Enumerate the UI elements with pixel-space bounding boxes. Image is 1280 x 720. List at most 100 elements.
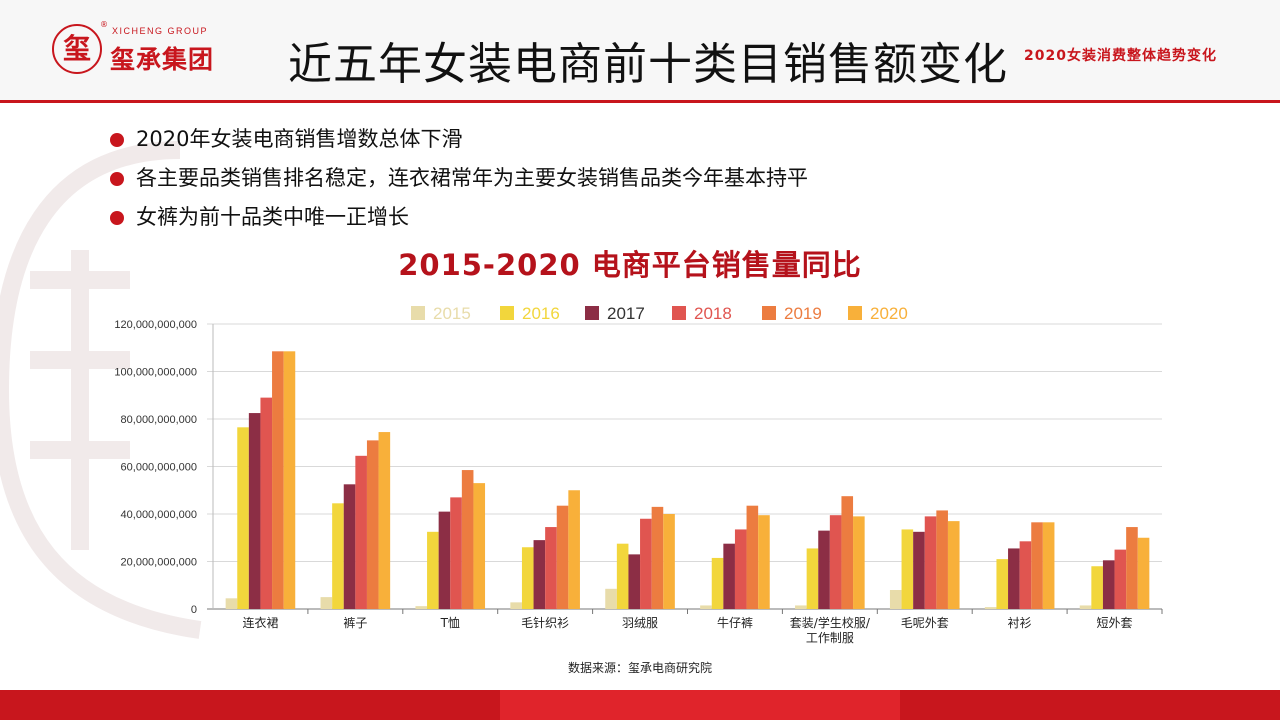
- y-tick-label: 0: [191, 604, 197, 616]
- bar-2018: [924, 516, 937, 609]
- bar-2016: [1091, 566, 1103, 609]
- y-tick-label: 40,000,000,000: [121, 509, 197, 521]
- bar-2018: [734, 529, 747, 609]
- bar-2019: [272, 351, 284, 609]
- bar-2019: [556, 505, 569, 609]
- y-tick-label: 100,000,000,000: [114, 367, 197, 379]
- legend-label: 2017: [607, 304, 645, 323]
- bar-2017: [723, 543, 735, 609]
- x-tick-label: 短外套: [1097, 616, 1133, 630]
- bar-2020: [853, 516, 865, 609]
- bar-2019: [746, 505, 759, 609]
- bar-2019: [461, 470, 474, 609]
- bar-2020: [568, 490, 580, 609]
- legend-swatch: [585, 306, 599, 320]
- bar-2015: [225, 598, 238, 609]
- bar-2018: [545, 527, 557, 609]
- legend-label: 2015: [433, 304, 471, 323]
- bullet-text: 各主要品类销售排名稳定，连衣裙常年为主要女装销售品类今年基本持平: [136, 166, 808, 190]
- bar-2019: [1031, 522, 1043, 609]
- x-tick-label: T恤: [440, 616, 460, 630]
- legend-label: 2018: [694, 304, 732, 323]
- bullet-dot-icon: [110, 211, 124, 225]
- bar-2017: [818, 530, 830, 609]
- bar-2020: [947, 521, 960, 609]
- header-divider: [0, 100, 1280, 103]
- bar-2015: [1079, 605, 1092, 609]
- x-tick-label: 裤子: [343, 616, 367, 630]
- header-bar: [0, 0, 1280, 100]
- bar-2015: [605, 588, 617, 609]
- legend-label: 2020: [870, 304, 908, 323]
- bar-2017: [343, 484, 356, 609]
- bar-2020: [378, 432, 391, 609]
- x-tick-label: 连衣裙: [242, 615, 278, 630]
- data-source-note: 数据来源：玺承电商研究院: [567, 661, 712, 675]
- bar-2018: [355, 455, 367, 609]
- bar-2020: [473, 483, 486, 609]
- bullet-dot-icon: [110, 133, 124, 147]
- bar-2017: [1008, 548, 1020, 609]
- bar-2020: [1137, 537, 1150, 609]
- bullet-item: 2020年女装电商销售增数总体下滑: [108, 122, 808, 161]
- y-tick-label: 120,000,000,000: [114, 319, 197, 331]
- logo-english-name: XICHENG GROUP: [112, 26, 209, 36]
- legend-label: 2016: [522, 304, 560, 323]
- bar-2018: [640, 518, 652, 609]
- bar-2020: [663, 514, 675, 609]
- company-logo[interactable]: 玺 ® XICHENG GROUP 玺承集团: [52, 20, 222, 82]
- y-tick-label: 20,000,000,000: [121, 557, 197, 569]
- bullet-item: 女裤为前十品类中唯一正增长: [108, 200, 808, 239]
- bar-2015: [795, 605, 807, 609]
- bar-2017: [533, 540, 546, 609]
- registered-mark: ®: [100, 20, 108, 29]
- legend-swatch: [411, 306, 425, 320]
- bar-2015: [889, 590, 902, 609]
- bar-2016: [237, 427, 249, 609]
- chart-title: 2015-2020 电商平台销售量同比: [398, 248, 862, 282]
- bar-2020: [758, 515, 770, 609]
- x-tick-label: 毛呢外套: [901, 616, 949, 630]
- bar-2016: [711, 557, 724, 609]
- bar-2017: [248, 413, 261, 609]
- bar-2016: [616, 543, 629, 609]
- x-tick-label: 衬衫: [1008, 616, 1032, 630]
- bar-2017: [913, 531, 925, 609]
- bar-2015: [320, 597, 333, 609]
- bullet-dot-icon: [110, 172, 124, 186]
- x-tick-label: 毛针织衫: [521, 615, 569, 630]
- bar-2020: [283, 351, 296, 609]
- x-tick-label: 套装/学生校服/: [790, 615, 871, 630]
- bar-2017: [628, 554, 641, 609]
- bar-chart: 0 20,000,000,000 40,000,000,000 60,000,000,…: [114, 304, 1163, 645]
- legend-swatch: [672, 306, 686, 320]
- bar-2018: [1019, 541, 1032, 609]
- bar-2017: [1102, 560, 1115, 609]
- x-tick-label: 工作制服: [806, 631, 854, 645]
- legend-swatch: [848, 306, 862, 320]
- section-subtitle: 2020女装消费整体趋势变化: [1024, 48, 1217, 64]
- bar-2018: [450, 497, 462, 609]
- bar-2019: [936, 510, 948, 609]
- bar-2016: [996, 559, 1009, 609]
- bar-2019: [841, 496, 854, 609]
- bullet-text: 2020年女装电商销售增数总体下滑: [136, 127, 463, 151]
- bar-2015: [415, 606, 428, 609]
- bar-2020: [1042, 522, 1055, 609]
- bar-2015: [984, 607, 997, 609]
- bar-2017: [438, 511, 451, 609]
- bar-2016: [806, 548, 819, 609]
- background-watermark-icon: [0, 141, 202, 639]
- footer-accent: [500, 690, 900, 720]
- x-tick-label: 牛仔裤: [717, 615, 753, 630]
- y-tick-label: 80,000,000,000: [121, 414, 197, 426]
- bar-2016: [332, 503, 344, 609]
- bar-2019: [651, 506, 664, 609]
- logo-chinese-name: 玺承集团: [110, 45, 215, 74]
- bullet-item: 各主要品类销售排名稳定，连衣裙常年为主要女装销售品类今年基本持平: [108, 161, 808, 200]
- bar-2016: [427, 531, 439, 609]
- bar-2018: [260, 397, 273, 609]
- page-title: 近五年女装电商前十类目销售额变化: [288, 39, 1008, 90]
- legend-swatch: [500, 306, 514, 320]
- bar-2016: [521, 547, 534, 609]
